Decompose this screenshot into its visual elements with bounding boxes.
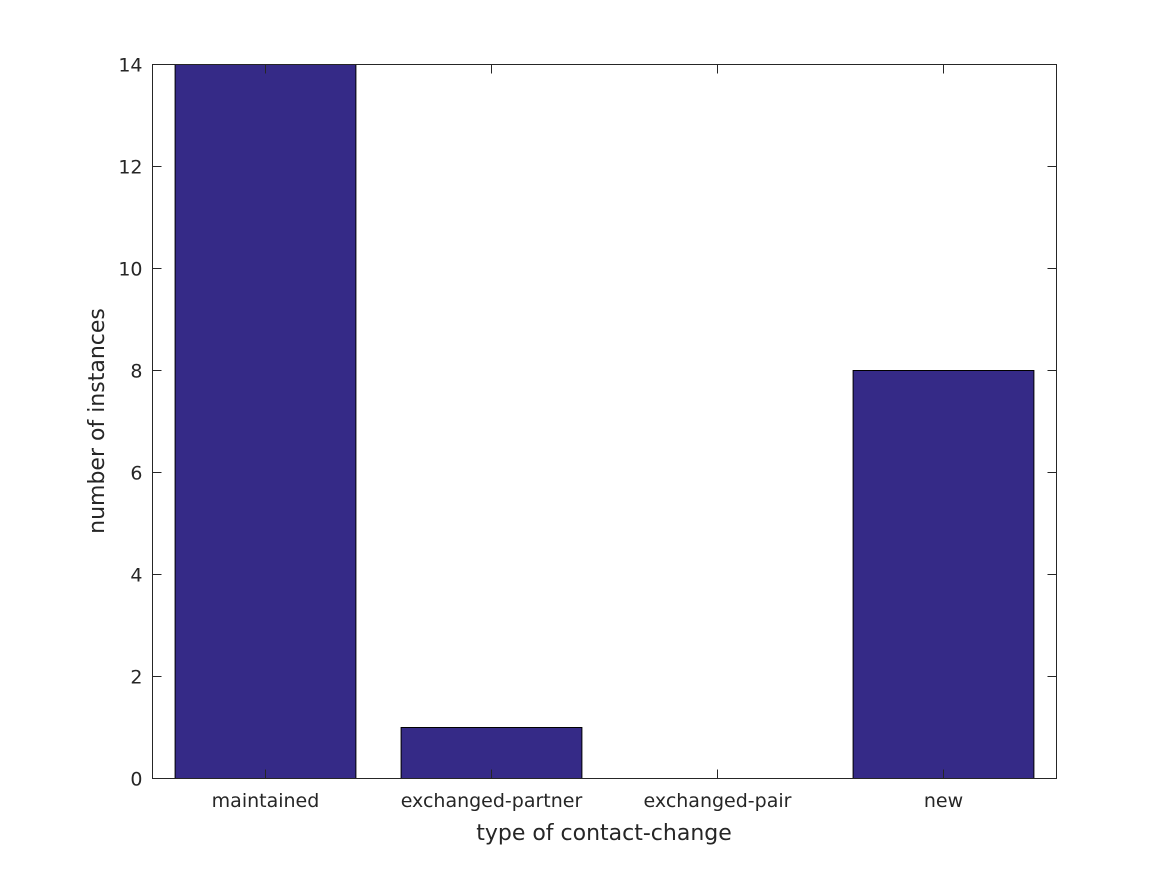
x-tick-label: exchanged-partner — [401, 790, 583, 812]
bar-maintained — [174, 64, 357, 779]
y-tick-label: 0 — [130, 769, 142, 791]
bar-new — [852, 370, 1035, 779]
y-tick-label: 4 — [130, 565, 142, 587]
y-tick-label: 10 — [118, 259, 142, 281]
x-tick-label: exchanged-pair — [644, 790, 792, 812]
plot-frame — [152, 64, 1057, 779]
y-tick-label: 2 — [130, 667, 142, 689]
x-tick-label: maintained — [212, 790, 320, 812]
y-tick-label: 8 — [130, 361, 142, 383]
x-tick-label: new — [924, 790, 963, 812]
y-ticks: 0 2 4 6 8 10 12 14 — [118, 55, 1057, 791]
y-tick-label: 12 — [118, 157, 142, 179]
y-tick-label: 6 — [130, 463, 142, 485]
x-ticks: maintained exchanged-partner exchanged-pai… — [212, 64, 963, 812]
y-tick-label: 14 — [118, 55, 142, 77]
y-axis-label: number of instances — [85, 308, 110, 534]
bars-layer — [174, 64, 1035, 779]
x-axis-label: type of contact-change — [476, 821, 732, 846]
